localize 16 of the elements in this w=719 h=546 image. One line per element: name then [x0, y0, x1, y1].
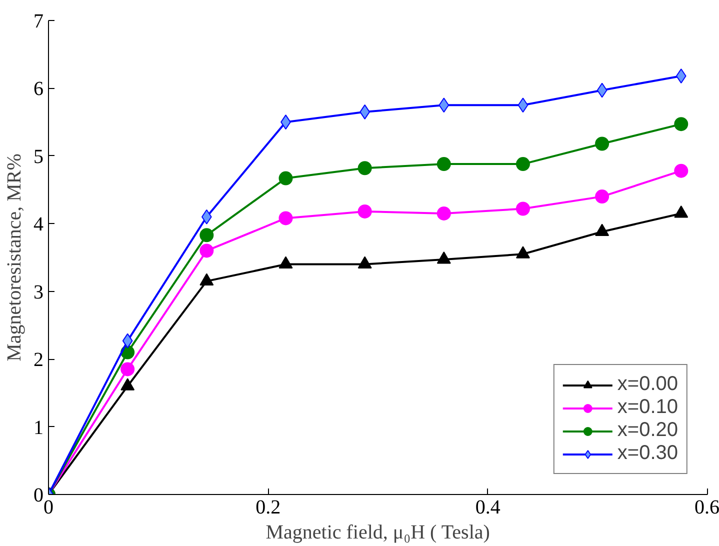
legend-label: x=0.30 [617, 442, 678, 465]
y-tick-label: 2 [34, 349, 44, 372]
x-tick-label: 0.2 [256, 496, 281, 518]
y-tick-label: 6 [34, 78, 44, 100]
y-tick-label: 5 [34, 146, 44, 168]
y-tick-label: 7 [34, 10, 44, 32]
x-tick-label: 0.6 [694, 496, 719, 518]
y-tick-label: 1 [34, 416, 44, 439]
y-axis-title: Magnetoresistance, MR% [4, 154, 26, 362]
legend-label: x=0.10 [617, 396, 678, 419]
y-tick-label: 4 [34, 214, 44, 236]
x-axis-title: Magnetic field, μ₀H ( Tesla) [266, 522, 490, 544]
legend-label: x=0.20 [617, 419, 678, 442]
x-tick-label: 0.4 [475, 496, 500, 518]
legend-label: x=0.00 [617, 373, 678, 396]
y-tick-label: 3 [34, 281, 44, 304]
